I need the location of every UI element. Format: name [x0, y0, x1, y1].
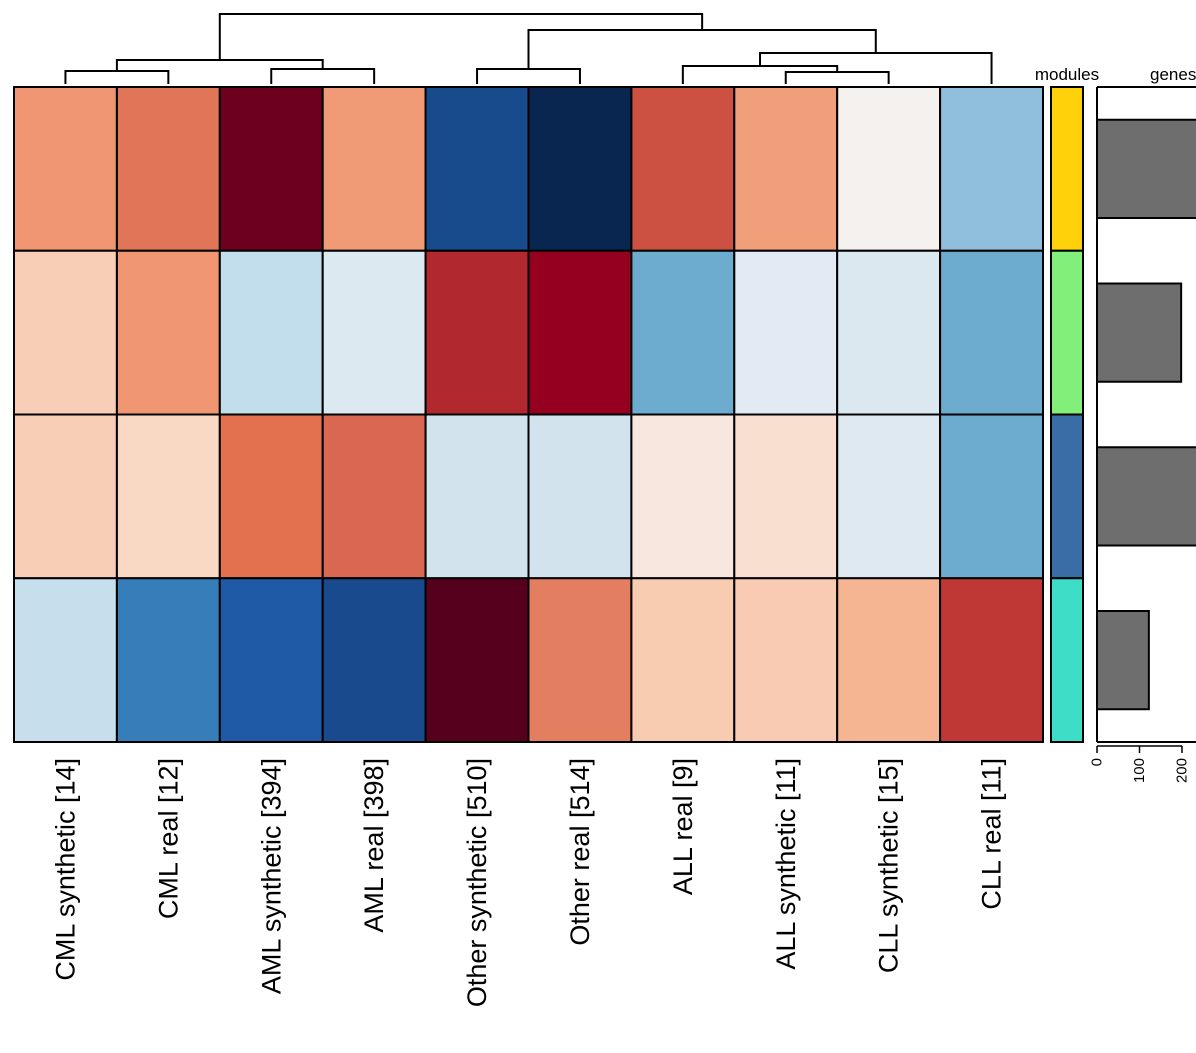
dendrogram-link: [527, 29, 877, 69]
dendrogram-link: [476, 68, 581, 84]
heatmap-cell: [13, 249, 118, 416]
heatmap-cell: [527, 249, 633, 416]
modules-header: modules: [1035, 65, 1099, 84]
dendrogram-link: [681, 65, 839, 84]
dendrogram-link: [218, 13, 704, 60]
heatmap-cell: [836, 577, 942, 743]
heatmap-cell: [13, 413, 118, 580]
heatmap-cell: [939, 249, 1044, 416]
module-color-swatch: [1050, 249, 1084, 416]
column-label: AML synthetic [394]: [256, 758, 286, 994]
column-label: CLL synthetic [15]: [874, 758, 904, 973]
genes-bar-panel: 0 100 200: [1089, 86, 1196, 783]
module-color-bar: [1050, 86, 1084, 743]
column-label: ALL synthetic [11]: [771, 758, 801, 970]
heatmap-cell: [321, 413, 427, 580]
heatmap-cell: [733, 249, 839, 416]
heatmap-cell: [424, 577, 530, 743]
heatmap-cell: [321, 86, 427, 252]
genes-axis-tick-label: 100: [1131, 758, 1148, 783]
heatmap-cell: [836, 249, 942, 416]
heatmap-cell: [630, 577, 736, 743]
heatmap-cell: [527, 577, 633, 743]
heatmap-cell: [733, 413, 839, 580]
column-label: CML synthetic [14]: [50, 758, 80, 981]
heatmap-cell: [218, 577, 324, 743]
dendrogram-link: [64, 70, 170, 84]
heatmap-cell: [733, 577, 839, 743]
column-label: AML real [398]: [359, 758, 389, 933]
heatmap-cell: [115, 577, 221, 743]
genes-header: genes: [1150, 65, 1196, 84]
heatmap-cell: [527, 413, 633, 580]
column-dendrogram: [64, 13, 993, 84]
column-labels: CML synthetic [14] CML real [12] AML synth…: [50, 758, 1006, 1007]
dendrogram-link: [784, 71, 890, 84]
heatmap-cell: [424, 249, 530, 416]
heatmap-cell: [218, 86, 324, 252]
column-label: CML real [12]: [153, 758, 183, 919]
heatmap-cell: [218, 413, 324, 580]
module-color-swatch: [1050, 86, 1084, 252]
heatmap-cell: [218, 249, 324, 416]
genes-bar: [1096, 282, 1183, 383]
genes-bar: [1096, 446, 1196, 547]
genes-axis-tick-label: 200: [1174, 758, 1191, 783]
genes-axis-tick-label: 0: [1089, 758, 1106, 766]
heatmap-cell: [321, 577, 427, 743]
heatmap-cell: [939, 86, 1044, 252]
heatmap-cell: [321, 249, 427, 416]
heatmap-cell: [115, 413, 221, 580]
dendrogram-link: [759, 52, 993, 84]
genes-bar: [1096, 610, 1150, 711]
heatmap-cell: [630, 86, 736, 252]
column-label: Other real [514]: [565, 758, 595, 946]
heatmap-cell: [424, 86, 530, 252]
module-color-swatch: [1050, 413, 1084, 580]
heatmap-cell: [13, 577, 118, 743]
heatmap-cell: [424, 413, 530, 580]
genes-bar: [1096, 118, 1196, 219]
heatmap-cells: [13, 86, 1044, 743]
column-label: Other synthetic [510]: [462, 758, 492, 1007]
heatmap-cell: [630, 249, 736, 416]
heatmap-cell: [527, 86, 633, 252]
heatmap-cell: [836, 413, 942, 580]
heatmap-cell: [733, 86, 839, 252]
heatmap-cell: [13, 86, 118, 252]
column-label: CLL real [11]: [977, 758, 1007, 910]
column-label: ALL real [9]: [668, 758, 698, 895]
module-color-swatch: [1050, 577, 1084, 743]
heatmap-cell: [115, 249, 221, 416]
heatmap-cell: [836, 86, 942, 252]
heatmap-cell: [939, 577, 1044, 743]
heatmap-cell: [939, 413, 1044, 580]
heatmap-cell: [630, 413, 736, 580]
dendrogram-link: [270, 68, 376, 84]
heatmap-cell: [115, 86, 221, 252]
